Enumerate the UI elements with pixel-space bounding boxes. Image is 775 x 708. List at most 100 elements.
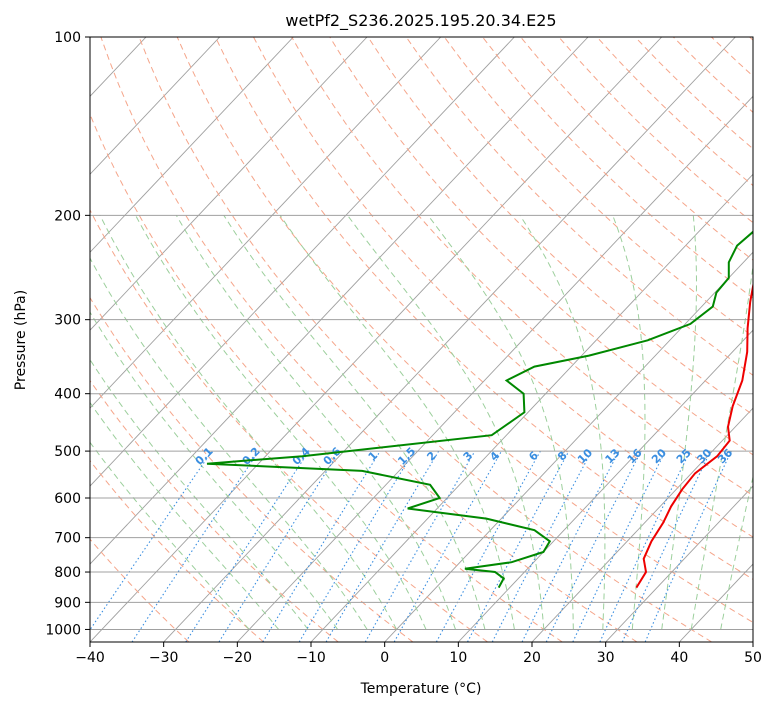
dewpoint-line [206, 230, 753, 589]
x-tick-label: −10 [296, 650, 326, 666]
mixing-ratio-line [262, 450, 381, 642]
y-tick-label: 1000 [45, 622, 81, 638]
mixing-ratio-line [364, 450, 476, 642]
dry-adiabat [90, 379, 339, 642]
mixing-ratio-label: 1.5 [395, 445, 418, 468]
y-tick-label: 700 [54, 531, 81, 547]
mixing-ratio-label: 13 [603, 446, 623, 466]
dry-adiabat [482, 37, 753, 299]
chart-title: wetPf2_S236.2025.195.20.34.E25 [285, 11, 556, 31]
mixing-ratio-label: 25 [674, 446, 694, 466]
x-tick-label: 0 [380, 650, 389, 666]
y-axis: 100 200 300 400 500 600 700 800 900 1000 [45, 30, 90, 638]
isotherm [90, 37, 368, 331]
isotherm [163, 37, 736, 642]
isotherm [90, 37, 221, 175]
isotherm [605, 485, 753, 642]
mixing-ratio-line [644, 450, 732, 642]
moist-adiabat [175, 215, 456, 630]
moist-adiabat [347, 215, 545, 630]
dry-adiabat [100, 37, 638, 642]
dry-adiabat [138, 37, 712, 642]
x-tick-label: 50 [744, 650, 762, 666]
x-tick-label: 20 [523, 650, 541, 666]
plot-frame [89, 36, 754, 643]
isotherm [90, 37, 589, 565]
isotherm [752, 641, 753, 642]
isotherm [90, 37, 442, 409]
y-tick-label: 900 [54, 595, 81, 611]
mixing-ratio-label: 20 [649, 446, 669, 466]
isotherm [90, 37, 515, 487]
moist-adiabat [90, 441, 250, 630]
mixing-ratio-label: 0.2 [240, 445, 263, 468]
y-tick-label: 100 [54, 30, 81, 46]
moist-adiabat [612, 215, 646, 630]
moist-adiabat [99, 215, 397, 630]
isotherm [679, 563, 753, 642]
y-tick-label: 500 [54, 444, 81, 460]
isotherm [90, 37, 294, 253]
dry-adiabat [443, 37, 753, 338]
mixing-ratio-line [572, 450, 666, 642]
isotherm [90, 37, 663, 642]
y-tick-label: 800 [54, 565, 81, 581]
mixing-ratio-line [131, 450, 260, 642]
y-tick-label: 300 [54, 313, 81, 329]
isotherm [458, 329, 753, 642]
dry-adiabat [214, 37, 753, 580]
mixing-ratio-line [599, 450, 691, 642]
moist-adiabat [427, 214, 574, 630]
mixing-ratio-line [325, 450, 440, 642]
mixing-ratio-label: 30 [694, 446, 714, 466]
x-tick-label: 10 [449, 650, 467, 666]
mixing-ratio-line [467, 450, 570, 642]
mixing-ratio-line [545, 450, 642, 642]
dry-adiabat-label: -100 [769, 44, 775, 73]
dry-adiabat [367, 37, 753, 416]
isotherm [237, 95, 753, 642]
moist-adiabat [690, 262, 753, 630]
dry-adiabat [405, 37, 753, 376]
x-tick-label: −40 [75, 650, 105, 666]
x-tick-label: −20 [223, 650, 253, 666]
isotherm [0, 37, 72, 642]
isotherm [531, 407, 753, 642]
temperature-line [635, 281, 753, 589]
dry-adiabat [90, 112, 563, 642]
moist-adiabat [661, 215, 698, 630]
mixing-ratio-label: 0.6 [321, 445, 344, 468]
x-tick-label: 40 [670, 650, 688, 666]
y-tick-label: 200 [54, 208, 81, 224]
profile-lines [206, 230, 753, 589]
mixing-ratio-line [185, 450, 310, 642]
dry-adiabat [176, 37, 753, 623]
mixing-ratio-line [521, 450, 620, 642]
mixing-ratio-line [393, 450, 502, 642]
y-axis-label: Pressure (hPa) [13, 290, 29, 390]
x-tick-label: −30 [149, 650, 179, 666]
background-lines [0, 37, 753, 642]
x-tick-label: 30 [597, 650, 615, 666]
y-tick-label: 400 [54, 387, 81, 403]
dry-adiabat [329, 37, 753, 456]
dry-adiabat [672, 37, 753, 113]
moist-adiabat [90, 311, 339, 630]
dry-adiabat [634, 37, 753, 150]
x-axis-label: Temperature (°C) [360, 681, 482, 697]
mixing-ratio-line [435, 450, 541, 642]
moist-adiabat [90, 257, 368, 630]
mixing-ratio-line [218, 450, 341, 642]
dry-adiabat [90, 538, 190, 642]
dry-adiabat [291, 37, 753, 497]
mixing-ratio-label: 10 [575, 446, 595, 466]
y-tick-label: 600 [54, 491, 81, 507]
dry-adiabat [90, 459, 264, 642]
dry-adiabat [90, 296, 414, 642]
x-axis: −40 −30 −20 −10 0 10 20 30 40 50 [75, 642, 762, 666]
dry-adiabat [90, 208, 488, 642]
isotherm [384, 251, 753, 642]
moist-adiabat [223, 215, 486, 630]
dry-adiabat [253, 37, 753, 538]
